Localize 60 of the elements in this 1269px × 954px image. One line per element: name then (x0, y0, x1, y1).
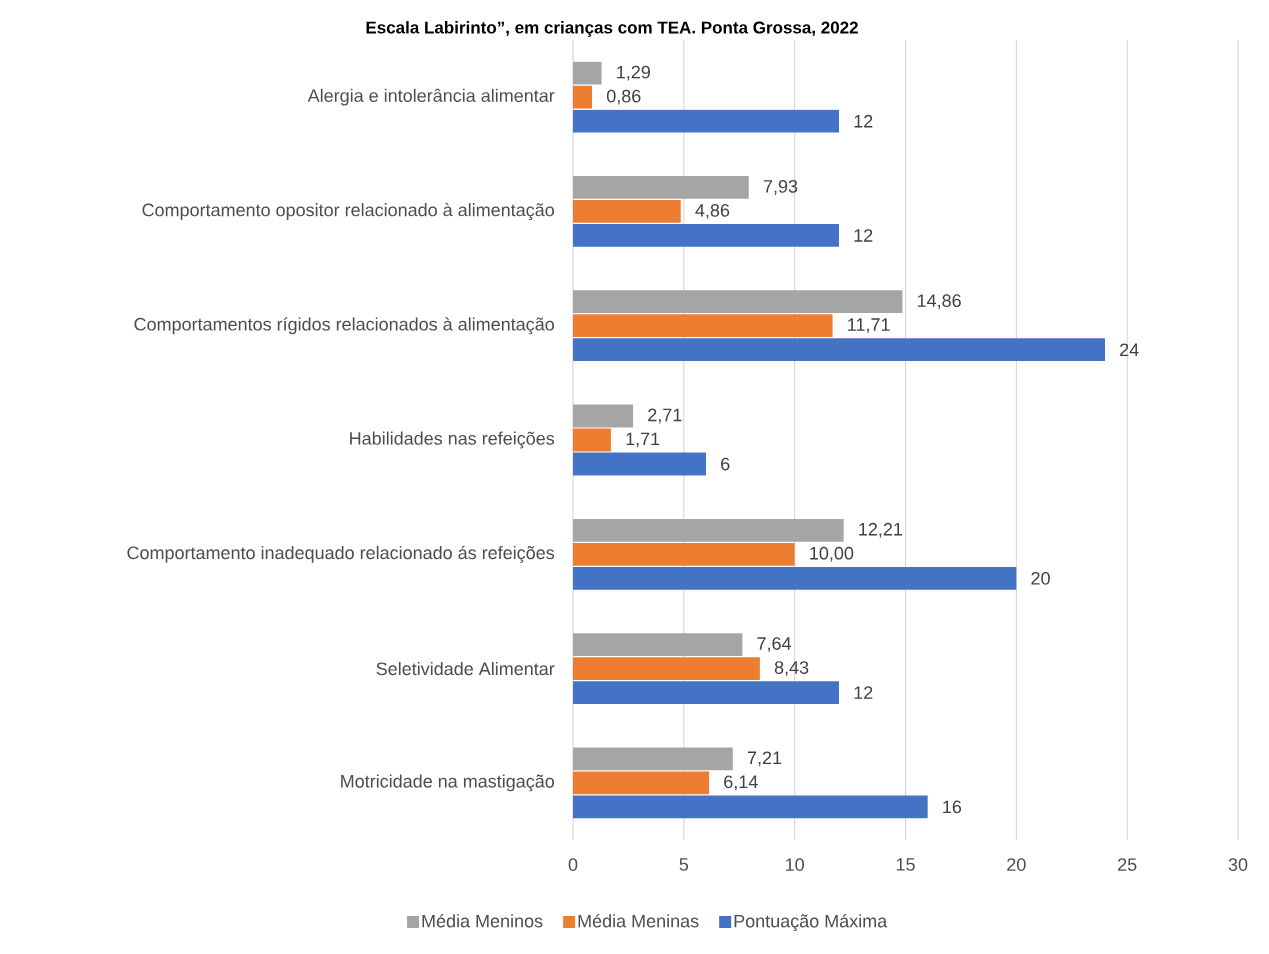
bar (573, 542, 795, 566)
y-tick-label: Comportamentos rígidos relacionados à alimentação (134, 317, 554, 335)
data-label: 6 (721, 457, 730, 471)
bar (573, 314, 833, 338)
y-tick-label: Comportamento opositor relacionado à alimentação (142, 202, 554, 220)
x-tick-label: 20 (1007, 858, 1026, 871)
data-label: 12,21 (859, 522, 903, 538)
x-tick-label: 30 (1228, 858, 1248, 871)
bar (573, 404, 634, 428)
data-label: 4,86 (695, 203, 730, 219)
data-label: 20 (1031, 571, 1050, 585)
bar (573, 61, 602, 85)
bar (573, 85, 593, 109)
data-label: 7,21 (747, 751, 782, 767)
data-label: 0,86 (606, 89, 641, 105)
bar (573, 633, 743, 656)
data-label: 11,71 (848, 318, 890, 334)
bar (573, 681, 839, 704)
y-tick-label: Motricidade na mastigação (341, 774, 554, 792)
data-label: 12 (854, 686, 873, 699)
legend-label: Média Meninos (422, 914, 543, 928)
bar (573, 452, 706, 476)
bar (573, 200, 681, 223)
legend-label: Média Meninas (578, 914, 699, 928)
bar (573, 657, 760, 680)
y-tick-label: Comportamento inadequado relacionado ás refeições (127, 545, 555, 563)
data-label: 2,71 (648, 408, 682, 424)
bar (573, 795, 928, 819)
bar (573, 428, 611, 452)
x-tick-label: 5 (679, 858, 689, 871)
bar (573, 518, 844, 542)
data-label: 1,29 (617, 65, 650, 81)
bar (573, 338, 1105, 362)
data-label: 12 (854, 229, 873, 242)
data-label: 6,14 (724, 775, 758, 791)
legend-label: Pontuação Máxima (734, 914, 888, 932)
x-tick-label: 15 (896, 858, 915, 871)
data-label: 7,93 (763, 179, 798, 195)
bar (573, 224, 839, 247)
x-tick-label: 10 (786, 858, 804, 871)
bar (573, 566, 1017, 590)
bar (573, 109, 839, 133)
y-tick-label: Seletividade Alimentar (376, 661, 555, 676)
x-tick-label: 25 (1118, 858, 1137, 871)
x-tick-label: 0 (568, 858, 578, 871)
y-tick-label: Alergia e intolerância alimentar (307, 88, 555, 106)
bar (573, 747, 733, 771)
bar (573, 771, 710, 795)
data-label: 14,86 (917, 294, 961, 310)
data-label: 16 (943, 800, 962, 814)
bar (573, 290, 903, 314)
chart-title: Escala Labirinto”, em crianças com TEA. Ponta Grossa, 2022 (366, 21, 858, 37)
data-label: 8,43 (774, 661, 809, 677)
data-label: 12 (854, 114, 873, 128)
bar (573, 176, 749, 199)
data-label: 1,71 (626, 432, 660, 448)
y-tick-label: Habilidades nas refeições (350, 431, 555, 449)
data-label: 10,00 (810, 546, 854, 562)
data-label: 7,64 (757, 637, 792, 653)
data-label: 24 (1120, 343, 1139, 357)
